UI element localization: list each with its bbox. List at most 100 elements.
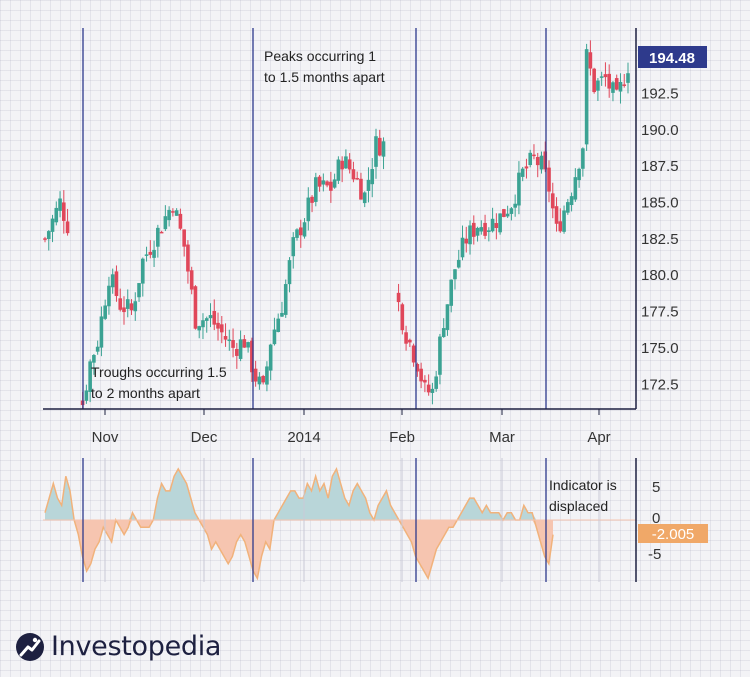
candle-body xyxy=(280,312,284,317)
candle-body xyxy=(246,342,250,348)
candle-body xyxy=(411,345,416,363)
candle-body xyxy=(174,210,179,216)
indicator-line xyxy=(44,467,554,581)
price-x-axis: Nov Dec 2014 Feb Mar Apr xyxy=(92,429,611,446)
candle-body xyxy=(468,225,472,245)
candle-body xyxy=(65,221,70,234)
candle-body xyxy=(456,259,461,268)
price-y-tick: 177.5 xyxy=(641,304,679,321)
candle-body xyxy=(204,318,209,321)
candle-body xyxy=(509,208,514,214)
candle-body xyxy=(377,137,382,156)
candle-body xyxy=(250,340,254,373)
x-tick: 2014 xyxy=(287,429,320,446)
candle-body xyxy=(46,231,51,240)
candle-body xyxy=(535,157,540,166)
last-price-label: 194.48 xyxy=(649,50,695,67)
x-tick: Nov xyxy=(92,429,119,446)
candle-body xyxy=(550,193,555,209)
candle-body xyxy=(314,177,318,202)
x-tick: Dec xyxy=(191,429,218,446)
candle-body xyxy=(242,339,247,348)
candle-body xyxy=(404,332,408,344)
candle-body xyxy=(257,376,262,385)
candle-body xyxy=(268,344,273,371)
candle-body xyxy=(547,167,551,192)
troughs-annotation-line-1: Troughs occurring 1.5 xyxy=(91,364,227,380)
candle-body xyxy=(325,181,329,186)
candle-body xyxy=(287,260,292,285)
candle-body xyxy=(351,169,356,180)
candle-body xyxy=(355,178,359,180)
candle-body xyxy=(137,283,141,298)
candle-body xyxy=(434,376,438,389)
candle-body xyxy=(592,68,596,93)
candle-body xyxy=(238,339,243,359)
x-tick: Apr xyxy=(587,429,610,446)
candle-body xyxy=(513,203,517,208)
indicator-value-badge xyxy=(638,524,708,543)
candle-body xyxy=(276,318,280,332)
candle-body xyxy=(159,231,164,234)
axes xyxy=(43,28,637,582)
candle-body xyxy=(253,368,258,382)
candle-body xyxy=(291,237,296,257)
candle-body xyxy=(453,269,457,280)
candle-body xyxy=(332,179,337,188)
candle-body xyxy=(584,49,589,145)
candle-body xyxy=(622,84,627,86)
candle-body xyxy=(415,364,420,372)
candle-body xyxy=(114,271,119,297)
candle-body xyxy=(265,366,269,385)
candle-body xyxy=(216,322,220,329)
troughs-annotation-line-2: to 2 months apart xyxy=(91,385,200,401)
candle-body xyxy=(566,202,570,213)
candle-body xyxy=(43,238,47,240)
indicator-y-tick: -5 xyxy=(648,546,661,563)
indicator-negative-area xyxy=(45,520,553,579)
candle-body xyxy=(186,244,190,272)
candle-body xyxy=(573,177,578,200)
candle-body xyxy=(50,218,55,232)
candle-body xyxy=(219,324,224,333)
candle-body xyxy=(231,340,235,348)
candle-body xyxy=(532,154,536,157)
candle-body xyxy=(614,78,619,90)
candle-body xyxy=(88,361,92,392)
last-price-badge xyxy=(638,46,707,68)
candle-body xyxy=(62,202,66,221)
candle-body xyxy=(107,285,111,307)
investopedia-logo: Investopedia xyxy=(15,631,221,662)
candle-body xyxy=(408,339,412,343)
candle-body xyxy=(133,301,138,312)
price-y-tick: 192.5 xyxy=(641,85,679,102)
candle-body xyxy=(84,390,89,401)
candle-body xyxy=(167,209,171,221)
candle-body xyxy=(599,76,604,78)
candle-body xyxy=(189,270,194,290)
candle-body xyxy=(122,307,126,313)
price-y-tick: 187.5 xyxy=(641,158,679,175)
candle-body xyxy=(178,213,183,229)
candle-body xyxy=(148,251,153,255)
candle-body xyxy=(430,388,435,393)
candle-body xyxy=(487,230,491,232)
candle-body xyxy=(611,82,615,93)
candle-body xyxy=(445,304,450,330)
price-y-tick: 185.0 xyxy=(641,195,679,212)
candle-body xyxy=(505,213,510,217)
candle-body xyxy=(543,151,548,170)
candle-body xyxy=(588,52,593,69)
candle-body xyxy=(498,213,502,233)
candle-body xyxy=(197,326,202,331)
candle-body xyxy=(99,316,104,348)
peaks-annotation-line-1: Peaks occurring 1 xyxy=(264,48,376,64)
price-y-tick: 182.5 xyxy=(641,231,679,248)
candle-body xyxy=(374,136,378,167)
candle-body xyxy=(490,218,495,232)
candle-body xyxy=(449,279,454,306)
candle-body xyxy=(283,284,288,315)
brand-name: Investopedia xyxy=(51,631,222,662)
candle-body xyxy=(156,227,160,247)
